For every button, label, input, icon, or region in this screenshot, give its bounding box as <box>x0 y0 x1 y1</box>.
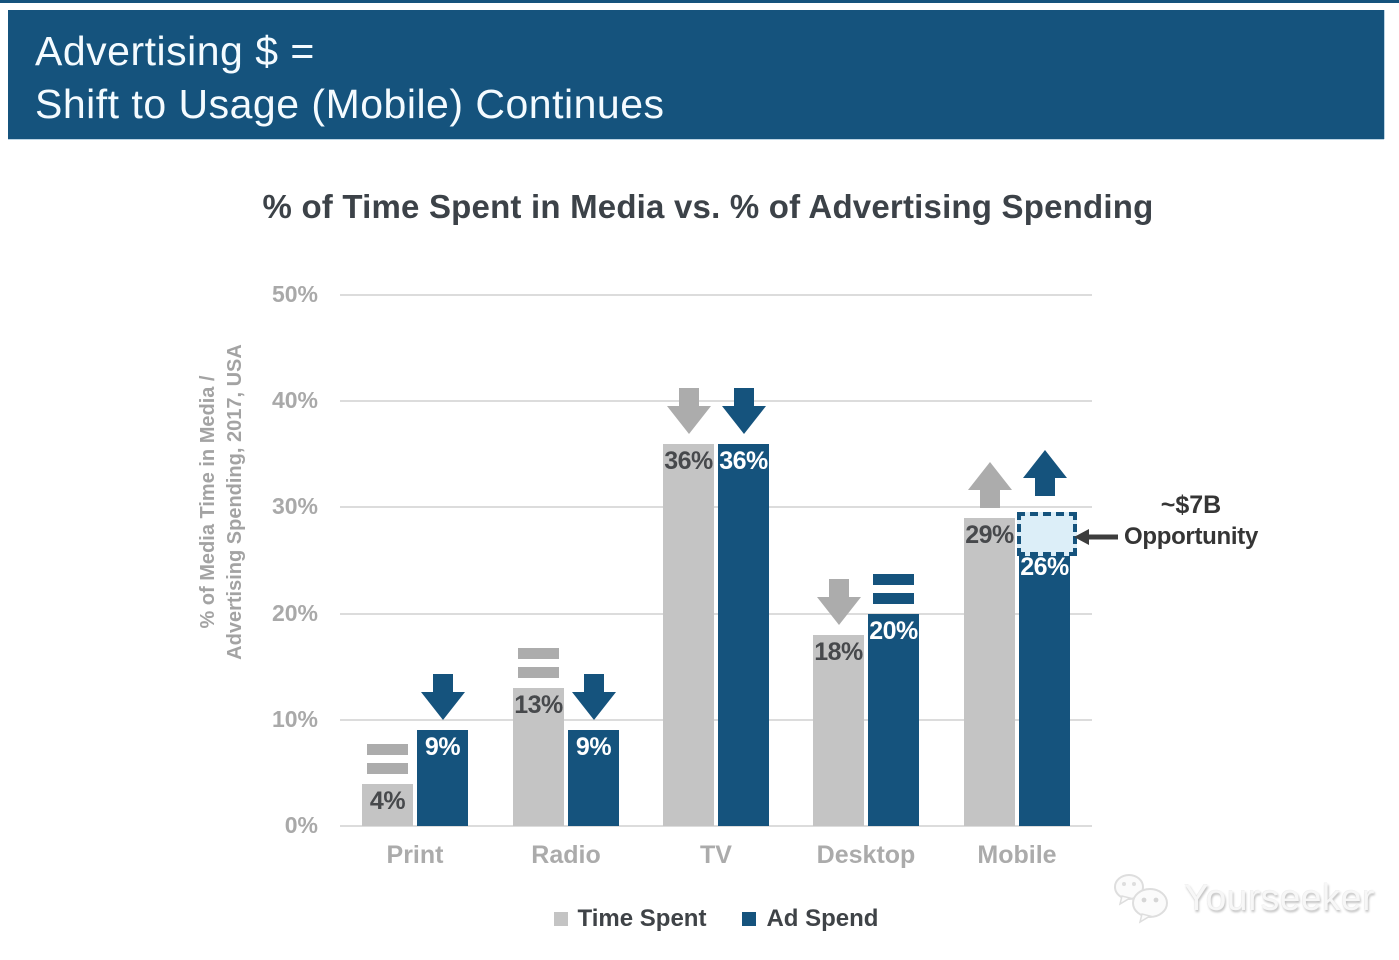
bar-value-label: 36% <box>664 447 713 475</box>
y-axis-label-line1: % of Media Time in Media / <box>197 375 219 629</box>
trend-down-icon <box>420 674 465 720</box>
bar-value-label: 13% <box>514 691 563 719</box>
opportunity-box <box>1017 512 1077 556</box>
trend-indicator <box>1022 450 1067 501</box>
slide-header-line1: Advertising $ = <box>35 28 315 74</box>
slide-header-line2: Shift to Usage (Mobile) Continues <box>35 81 665 127</box>
y-tick-label: 0% <box>284 812 318 838</box>
gridline <box>340 825 1092 827</box>
bar-time-spent-tv: 36% <box>663 444 714 826</box>
trend-indicator <box>367 744 408 779</box>
trend-indicator <box>873 574 914 609</box>
bar-cell-time-spent-mobile: 29% <box>964 462 1015 826</box>
bar-time-spent-radio: 13% <box>513 688 564 826</box>
bar-cell-time-spent-tv: 36% <box>663 388 714 826</box>
trend-indicator <box>816 579 861 630</box>
bar-group-print: 4% 9% <box>362 674 468 826</box>
bar-time-spent-print: 4% <box>362 784 413 826</box>
watermark: Yourseeker <box>1112 872 1375 924</box>
category-label-tv: TV <box>700 841 732 869</box>
trend-indicator <box>571 674 616 725</box>
trend-down-icon <box>571 674 616 720</box>
gridline <box>340 506 1092 508</box>
bar-group-mobile: 29% 26% <box>964 450 1077 826</box>
gridline <box>340 294 1092 296</box>
bar-cell-time-spent-desktop: 18% <box>813 579 864 826</box>
top-accent-line <box>0 0 1399 3</box>
trend-up-icon <box>1022 450 1067 496</box>
bar-ad-spend-tv: 36% <box>718 444 769 826</box>
bar-value-label: 26% <box>1020 553 1069 581</box>
bar-cell-ad-spend-tv: 36% <box>718 388 769 826</box>
category-label-radio: Radio <box>531 841 601 869</box>
bar-group-tv: 36% 36% <box>663 388 769 826</box>
bar-ad-spend-radio: 9% <box>568 730 619 826</box>
gridline <box>340 613 1092 615</box>
bar-value-label: 4% <box>369 787 406 815</box>
chart-legend: Time Spent Ad Spend <box>340 905 1092 933</box>
trend-indicator <box>518 648 559 683</box>
category-label-print: Print <box>386 841 444 869</box>
bar-time-spent-desktop: 18% <box>813 635 864 826</box>
annotation-arrow-icon <box>1074 529 1118 545</box>
trend-flat-icon <box>367 744 408 774</box>
bar-cell-ad-spend-mobile: 26% <box>1017 450 1077 826</box>
legend-item-ad-spend: Ad Spend <box>742 905 878 933</box>
bar-ad-spend-print: 9% <box>417 730 468 826</box>
bar-cell-time-spent-print: 4% <box>362 744 413 826</box>
bar-cell-ad-spend-desktop: 20% <box>868 574 919 826</box>
bar-value-label: 20% <box>869 617 918 645</box>
legend-item-time-spent: Time Spent <box>553 905 707 933</box>
bar-group-desktop: 18% 20% <box>813 574 919 826</box>
gridline <box>340 400 1092 402</box>
category-label-desktop: Desktop <box>816 841 916 869</box>
y-tick-label: 30% <box>271 493 318 519</box>
y-tick-label: 10% <box>271 706 318 732</box>
slide-header: Advertising $ = Shift to Usage (Mobile) … <box>8 10 1384 139</box>
bar-cell-ad-spend-radio: 9% <box>568 674 619 826</box>
y-tick-label: 50% <box>271 281 318 307</box>
trend-up-icon <box>967 462 1012 508</box>
bar-group-radio: 13% 9% <box>513 648 619 826</box>
y-tick-label: 20% <box>271 600 318 626</box>
trend-down-icon <box>666 388 711 434</box>
bar-value-label: 29% <box>965 521 1014 549</box>
opportunity-annotation: ~$7B Opportunity <box>1118 491 1264 551</box>
bar-cell-time-spent-radio: 13% <box>513 648 564 826</box>
category-label-mobile: Mobile <box>977 841 1057 869</box>
gridline <box>340 719 1092 721</box>
chart-title: % of Time Spent in Media vs. % of Advert… <box>262 188 1154 225</box>
y-tick-label: 40% <box>271 387 318 413</box>
bar-cell-ad-spend-print: 9% <box>417 674 468 826</box>
trend-down-icon <box>721 388 766 434</box>
trend-indicator <box>967 462 1012 513</box>
trend-indicator <box>721 388 766 439</box>
bar-ad-spend-desktop: 20% <box>868 614 919 826</box>
opportunity-amount: ~$7B <box>1160 491 1222 519</box>
bar-value-label: 36% <box>719 447 768 475</box>
trend-flat-icon <box>873 574 914 604</box>
opportunity-label: Opportunity <box>1123 523 1258 550</box>
watermark-logo-icon <box>1114 874 1168 924</box>
legend-swatch <box>553 912 568 926</box>
watermark-text: Yourseeker <box>1184 877 1375 918</box>
trend-indicator <box>666 388 711 439</box>
legend-swatch <box>742 912 757 926</box>
legend-label: Ad Spend <box>766 905 879 932</box>
trend-down-icon <box>816 579 861 625</box>
bar-time-spent-mobile: 29% <box>964 518 1015 826</box>
bar-value-label: 18% <box>814 638 863 666</box>
legend-label: Time Spent <box>577 905 707 932</box>
trend-indicator <box>420 674 465 725</box>
bar-value-label: 9% <box>424 733 461 761</box>
bar-ad-spend-mobile: 26% <box>1017 512 1077 826</box>
trend-flat-icon <box>518 648 559 678</box>
bar-value-label: 9% <box>575 733 612 761</box>
